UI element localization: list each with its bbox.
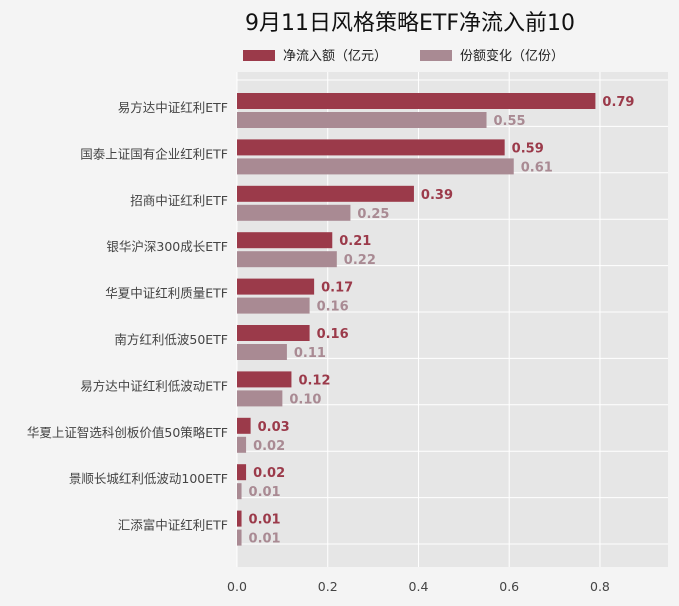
- legend: 净流入额（亿元） 份额变化（亿份）: [243, 48, 564, 64]
- bars: [237, 93, 596, 546]
- bar-series-2-8: [237, 483, 242, 500]
- category-labels: 易方达中证红利ETF 国泰上证国有企业红利ETF 招商中证红利ETF 银华沪深300成…: [27, 100, 228, 533]
- bar-series-2-2: [237, 204, 351, 221]
- bar-series-2-5: [237, 344, 287, 360]
- category-label-3: 银华沪深300成长ETF: [106, 239, 228, 254]
- category-label-2: 招商中证红利ETF: [130, 193, 228, 208]
- category-label-7: 华夏上证智选科创板价值50策略ETF: [27, 425, 228, 440]
- bar-series-1-6: [237, 371, 292, 388]
- bar-series-1-9: [237, 510, 242, 527]
- x-tick-label: 0.0: [227, 579, 247, 594]
- legend-swatch-series-2: [420, 50, 452, 61]
- bar-series-2-9: [237, 529, 242, 546]
- bar-series-1-7: [237, 417, 251, 434]
- data-label-series-2-6: 0.10: [289, 392, 321, 407]
- legend-label-series-2: 份额变化（亿份）: [460, 48, 564, 64]
- bar-series-2-6: [237, 390, 283, 407]
- category-label-5: 南方红利低波50ETF: [114, 332, 228, 347]
- x-tick-label: 0.2: [318, 579, 338, 594]
- data-label-series-2-7: 0.02: [253, 439, 285, 454]
- bar-series-1-0: [237, 93, 596, 109]
- data-label-series-1-1: 0.59: [512, 141, 544, 156]
- data-label-series-1-8: 0.02: [253, 466, 285, 481]
- data-label-series-2-9: 0.01: [249, 532, 281, 547]
- data-label-series-1-4: 0.17: [321, 281, 353, 296]
- bar-series-2-3: [237, 251, 337, 268]
- bar-series-1-8: [237, 464, 247, 481]
- data-label-series-1-5: 0.16: [317, 327, 349, 342]
- bar-series-2-4: [237, 297, 310, 314]
- x-tick-label: 0.6: [499, 579, 519, 594]
- bar-series-1-3: [237, 232, 333, 249]
- bar-series-2-0: [237, 112, 487, 128]
- bar-series-1-2: [237, 185, 414, 202]
- data-label-series-1-3: 0.21: [339, 234, 371, 249]
- bar-series-2-1: [237, 158, 514, 175]
- data-label-series-2-5: 0.11: [294, 346, 326, 361]
- data-label-series-2-1: 0.61: [521, 160, 553, 175]
- x-axis-ticks: 0.0 0.2 0.4 0.6 0.8: [227, 579, 610, 594]
- legend-swatch-series-1: [243, 50, 275, 61]
- chart-title: 9月11日风格策略ETF净流入前10: [245, 11, 575, 36]
- value-labels: 0.79 0.55 0.59 0.61 0.39 0.25 0.21 0.22 0.17 0.16…: [249, 95, 635, 547]
- legend-label-series-1: 净流入额（亿元）: [283, 49, 387, 64]
- data-label-series-1-0: 0.79: [602, 95, 634, 110]
- bar-series-2-7: [237, 436, 247, 453]
- data-label-series-2-8: 0.01: [249, 485, 281, 500]
- bar-series-1-1: [237, 139, 505, 156]
- category-label-6: 易方达中证红利低波动ETF: [80, 378, 228, 393]
- category-label-9: 汇添富中证红利ETF: [118, 518, 228, 533]
- x-tick-label: 0.4: [409, 579, 429, 594]
- data-label-series-2-4: 0.16: [317, 300, 349, 315]
- bar-series-1-4: [237, 278, 315, 295]
- category-label-1: 国泰上证国有企业红利ETF: [80, 146, 228, 161]
- category-label-0: 易方达中证红利ETF: [118, 100, 228, 115]
- data-label-series-1-6: 0.12: [298, 373, 330, 388]
- category-label-4: 华夏中证红利质量ETF: [105, 286, 228, 301]
- data-label-series-1-7: 0.03: [258, 420, 290, 435]
- data-label-series-2-3: 0.22: [344, 253, 376, 268]
- category-label-8: 景顺长城红利低波动100ETF: [69, 471, 228, 486]
- data-label-series-1-9: 0.01: [249, 513, 281, 528]
- data-label-series-2-2: 0.25: [357, 207, 389, 222]
- bar-series-1-5: [237, 325, 310, 341]
- x-tick-label: 0.8: [590, 579, 610, 594]
- data-label-series-1-2: 0.39: [421, 188, 453, 203]
- data-label-series-2-0: 0.55: [494, 114, 526, 129]
